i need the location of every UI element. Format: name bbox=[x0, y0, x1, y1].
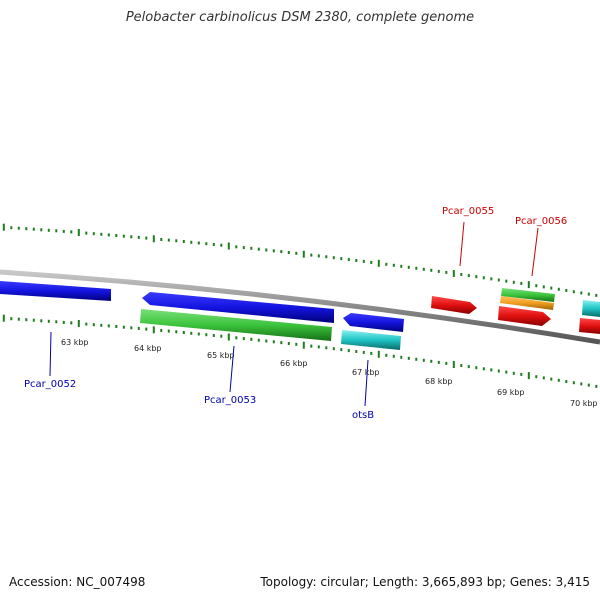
scale-label-68-kbp: 68 kbp bbox=[425, 377, 453, 386]
scale-label-64-kbp: 64 kbp bbox=[134, 344, 162, 353]
feature-next-cyan bbox=[582, 300, 600, 317]
feature-otsb-cyan bbox=[341, 330, 401, 350]
feature-pcar-0053-green bbox=[140, 309, 332, 341]
leader-pcar-0053 bbox=[229, 345, 235, 393]
outer-tick-track bbox=[2, 223, 598, 297]
scale-label-69-kbp: 69 kbp bbox=[497, 388, 525, 397]
leader-otsb bbox=[364, 359, 369, 407]
gene-label-pcar-0056[interactable]: Pcar_0056 bbox=[515, 216, 567, 227]
gene-label-pcar-0055[interactable]: Pcar_0055 bbox=[442, 206, 494, 217]
genome-summary: Topology: circular; Length: 3,665,893 bp… bbox=[260, 575, 590, 589]
feature-next-red[interactable] bbox=[579, 318, 600, 334]
genome-title: Pelobacter carbinolicus DSM 2380, comple… bbox=[125, 10, 475, 25]
leader-pcar-0052 bbox=[49, 331, 52, 377]
leader-pcar-0055 bbox=[459, 221, 465, 267]
genome-backbone bbox=[0, 269, 600, 345]
scale-label-70-kbp: 70 kbp bbox=[570, 399, 598, 408]
feature-pcar-0055[interactable] bbox=[431, 296, 477, 314]
gene-label-pcar-0052[interactable]: Pcar_0052 bbox=[24, 379, 76, 390]
feature-pcar-0056[interactable] bbox=[498, 306, 551, 326]
feature-pcar-0052[interactable] bbox=[0, 281, 111, 301]
feature-pcar-0056-green bbox=[501, 288, 555, 302]
accession-label: Accession: NC_007498 bbox=[9, 575, 146, 589]
feature-pcar-0056-orange bbox=[500, 296, 554, 310]
gene-label-otsb[interactable]: otsB bbox=[352, 410, 374, 421]
scale-label-65-kbp: 65 kbp bbox=[207, 351, 235, 360]
feature-pcar-0053[interactable] bbox=[142, 292, 334, 323]
feature-otsb[interactable] bbox=[343, 313, 404, 332]
scale-label-67-kbp: 67 kbp bbox=[352, 368, 380, 377]
scale-label-63-kbp: 63 kbp bbox=[61, 338, 89, 347]
leader-pcar-0056 bbox=[531, 227, 539, 277]
inner-tick-track bbox=[2, 314, 598, 388]
gene-label-pcar-0053[interactable]: Pcar_0053 bbox=[204, 395, 256, 406]
scale-label-66-kbp: 66 kbp bbox=[280, 359, 308, 368]
